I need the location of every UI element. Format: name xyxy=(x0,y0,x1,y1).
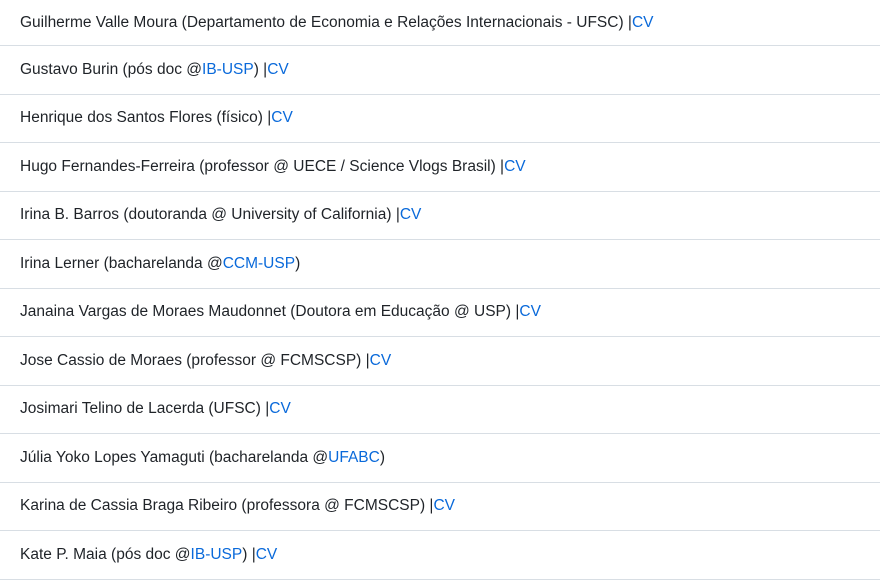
cv-link[interactable]: CV xyxy=(255,545,278,563)
cv-link[interactable]: CV xyxy=(433,497,455,515)
cv-link[interactable]: CV xyxy=(519,303,541,321)
list-item: Kate P. Maia (pós doc @ IB-USP) | CV xyxy=(0,531,880,580)
list-item: Henrique dos Santos Flores (físico) | CV xyxy=(0,95,880,143)
person-text: Irina B. Barros (doutoranda @ University… xyxy=(20,206,400,224)
cv-link[interactable]: CV xyxy=(269,400,291,418)
person-text: Henrique dos Santos Flores (físico) | xyxy=(20,109,272,127)
list-item: Júlia Yoko Lopes Yamaguti (bacharelanda … xyxy=(0,434,880,483)
list-item: Irina Lerner (bacharelanda @ CCM-USP) xyxy=(0,240,880,289)
institution-link[interactable]: UFABC xyxy=(328,448,380,466)
person-text: ) xyxy=(379,448,386,466)
list-item: Josimari Telino de Lacerda (UFSC) | CV xyxy=(0,386,880,434)
person-text: Júlia Yoko Lopes Yamaguti (bacharelanda … xyxy=(20,448,329,466)
list-item: Irina B. Barros (doutoranda @ University… xyxy=(0,192,880,240)
cv-link[interactable]: CV xyxy=(271,109,293,127)
person-text: Josimari Telino de Lacerda (UFSC) | xyxy=(20,400,270,418)
institution-link[interactable]: IB-USP xyxy=(190,545,243,563)
person-text: Hugo Fernandes-Ferreira (professor @ UEC… xyxy=(20,157,505,175)
person-text: Irina Lerner (bacharelanda @ xyxy=(20,254,223,272)
list-item: Jose Cassio de Moraes (professor @ FCMSC… xyxy=(0,337,880,386)
person-text: Janaina Vargas de Moraes Maudonnet (Dout… xyxy=(20,303,520,321)
list-item: Karina de Cassia Braga Ribeiro (professo… xyxy=(0,483,880,531)
person-text: Kate P. Maia (pós doc @ xyxy=(20,545,191,563)
cv-link[interactable]: CV xyxy=(369,351,392,369)
institution-link[interactable]: CCM-USP xyxy=(222,254,296,272)
person-text: ) | xyxy=(242,545,256,563)
institution-link[interactable]: IB-USP xyxy=(202,60,254,78)
person-text: Karina de Cassia Braga Ribeiro (professo… xyxy=(20,497,434,515)
cv-link[interactable]: CV xyxy=(267,60,289,78)
person-text: ) | xyxy=(253,60,268,78)
person-text: Jose Cassio de Moraes (professor @ FCMSC… xyxy=(20,351,370,369)
cv-link[interactable]: CV xyxy=(504,157,526,175)
cv-link[interactable]: CV xyxy=(399,206,422,224)
cv-link[interactable]: CV xyxy=(631,13,654,31)
list-item: Guilherme Valle Moura (Departamento de E… xyxy=(0,0,880,46)
list-item: Gustavo Burin (pós doc @ IB-USP ) | CV xyxy=(0,46,880,95)
person-text: Gustavo Burin (pós doc @ xyxy=(20,60,203,78)
list-item: Hugo Fernandes-Ferreira (professor @ UEC… xyxy=(0,143,880,192)
person-text: Guilherme Valle Moura (Departamento de E… xyxy=(20,13,632,31)
list-item: Janaina Vargas de Moraes Maudonnet (Dout… xyxy=(0,289,880,337)
person-text: ) xyxy=(295,254,301,272)
